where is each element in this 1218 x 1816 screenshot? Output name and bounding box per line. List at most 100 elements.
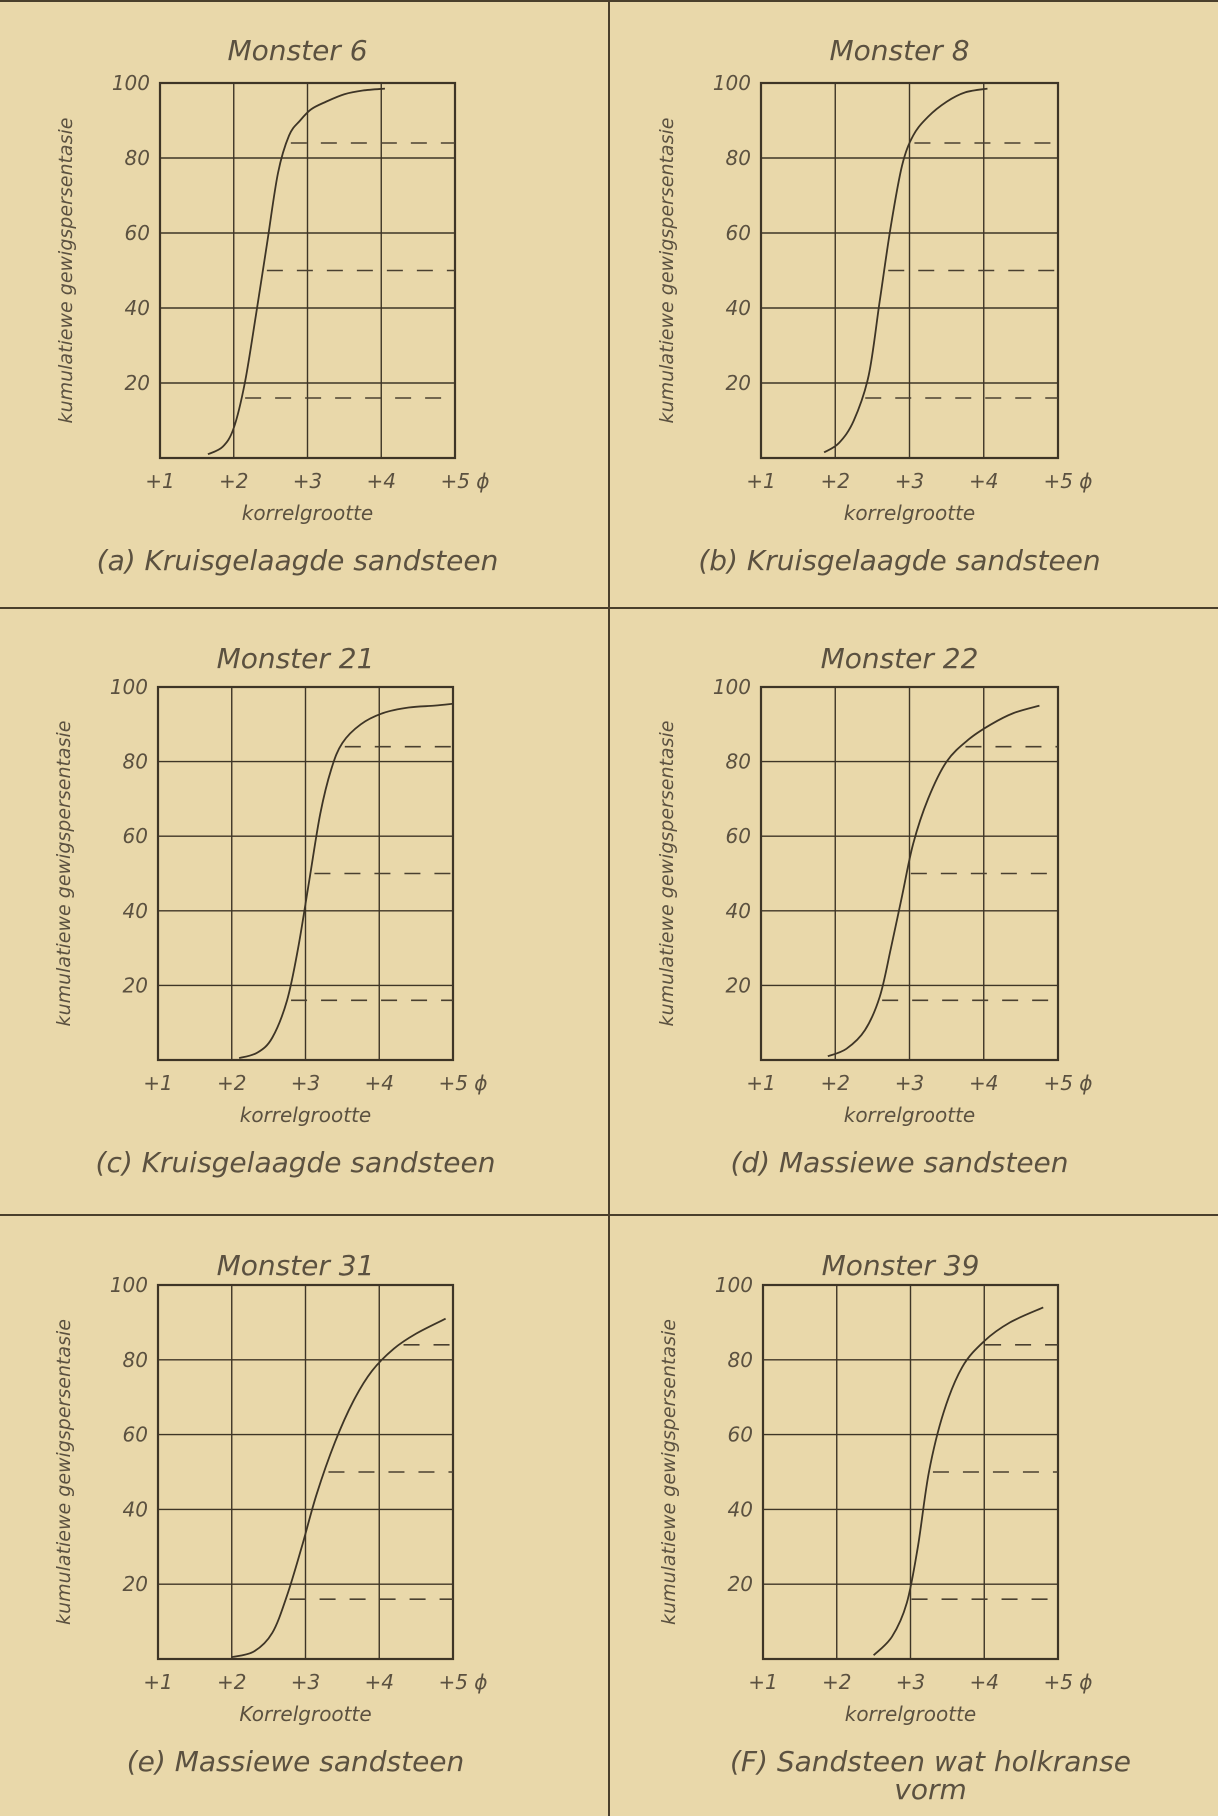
x-tick-label: +5 ϕ — [1043, 1071, 1092, 1095]
x-tick-label: +2 — [821, 469, 850, 493]
y-axis-label: kumulatiewe gewigspersentasie — [53, 721, 75, 1027]
x-tick-label: +4 — [365, 1071, 394, 1095]
x-tick-label: +2 — [821, 1071, 850, 1095]
x-tick-label: +3 — [293, 469, 322, 493]
y-tick-label: 80 — [123, 1348, 148, 1372]
x-axis-label: korrelgrootte — [240, 1103, 372, 1127]
chart-caption: (b) Kruisgelaagde sandsteen — [698, 544, 1100, 577]
x-tick-label: +2 — [219, 469, 248, 493]
chart-title: Monster 6 — [227, 34, 367, 67]
x-axis-label: korrelgrootte — [844, 501, 976, 525]
x-axis-label: korrelgrootte — [242, 501, 374, 525]
y-tick-label: 20 — [728, 1572, 753, 1596]
y-tick-label: 20 — [125, 371, 150, 395]
x-tick-label: +3 — [291, 1071, 320, 1095]
chart-panel-2: Monster 8 20 40 60 80 100 +1 +2 +3 +4 +5 ϕ korrelgr… — [656, 34, 1101, 577]
y-tick-label: 40 — [728, 1497, 753, 1521]
chart-caption: (e) Massiewe sandsteen — [127, 1745, 465, 1778]
x-tick-label: +1 — [746, 1071, 775, 1095]
cumulative-curve — [231, 1317, 447, 1659]
y-tick-label: 60 — [728, 1423, 753, 1447]
cumulative-curve — [238, 702, 454, 1060]
x-axis-label: Korrelgrootte — [239, 1702, 371, 1726]
chart-panel-4: Monster 22 20 40 60 80 100 +1 +2 +3 +4 +5 ϕ korrelg… — [656, 642, 1093, 1179]
x-tick-label: +2 — [217, 1670, 246, 1694]
x-tick-label: +4 — [365, 1670, 394, 1694]
chart-caption: (F) Sandsteen wat holkranse vorm — [730, 1745, 1131, 1806]
x-tick-label: +4 — [969, 469, 998, 493]
x-tick-label: +2 — [217, 1071, 246, 1095]
y-tick-label: 80 — [728, 1348, 753, 1372]
chart-caption: (d) Massiewe sandsteen — [730, 1146, 1068, 1179]
chart-title: Monster 8 — [829, 34, 969, 67]
x-tick-label: +4 — [969, 1071, 998, 1095]
plot-frame — [759, 81, 1060, 460]
y-axis-label: kumulatiewe gewigspersentasie — [658, 1319, 680, 1625]
chart-panel-6: Monster 39 20 40 60 80 100 +1 +2 +3 +4 +5 ϕ korrelg… — [658, 1249, 1131, 1806]
y-tick-label: 20 — [726, 371, 751, 395]
cumulative-curve — [207, 87, 386, 456]
y-tick-label: 20 — [123, 973, 148, 997]
y-axis-label: kumulatiewe gewigspersentasie — [53, 1319, 75, 1625]
x-tick-label: +3 — [895, 1071, 924, 1095]
y-tick-label: 60 — [726, 824, 751, 848]
x-tick-label: +4 — [367, 469, 396, 493]
x-tick-label: +5 ϕ — [440, 469, 489, 493]
cumulative-curve — [872, 1306, 1044, 1656]
plot-frame — [759, 685, 1060, 1062]
y-tick-label: 60 — [125, 221, 150, 245]
chart-panel-1: Monster 6 20 40 60 80 100 +1 +2 +3 +4 +5 ϕ korrelgr… — [55, 34, 498, 577]
x-tick-label: +3 — [291, 1670, 320, 1694]
y-axis-label: kumulatiewe gewigspersentasie — [656, 721, 678, 1027]
y-tick-label: 80 — [123, 750, 148, 774]
x-tick-label: +1 — [748, 1670, 777, 1694]
y-tick-label: 100 — [715, 1273, 753, 1297]
y-tick-label: 100 — [110, 1273, 148, 1297]
chart-title: Monster 31 — [217, 1249, 375, 1282]
plot-frame — [156, 685, 455, 1062]
chart-caption: (c) Kruisgelaagde sandsteen — [96, 1146, 496, 1179]
y-axis-label: kumulatiewe gewigspersentasie — [55, 118, 77, 424]
y-tick-label: 20 — [726, 973, 751, 997]
y-tick-label: 40 — [726, 899, 751, 923]
x-tick-label: +2 — [822, 1670, 851, 1694]
x-tick-label: +1 — [143, 1670, 172, 1694]
x-tick-label: +5 ϕ — [1043, 469, 1092, 493]
x-tick-label: +1 — [746, 469, 775, 493]
y-tick-label: 100 — [110, 675, 148, 699]
y-tick-label: 40 — [123, 899, 148, 923]
chart-title: Monster 21 — [217, 642, 375, 675]
x-tick-label: +1 — [143, 1071, 172, 1095]
x-tick-label: +5 ϕ — [438, 1670, 487, 1694]
x-tick-label: +3 — [896, 1670, 925, 1694]
x-tick-label: +4 — [970, 1670, 999, 1694]
y-tick-label: 40 — [125, 296, 150, 320]
chart-title: Monster 39 — [822, 1249, 980, 1282]
x-axis-label: korrelgrootte — [844, 1103, 976, 1127]
cumulative-curve — [823, 87, 988, 454]
cumulative-curve — [827, 704, 1040, 1058]
chart-title: Monster 22 — [821, 642, 979, 675]
y-tick-label: 60 — [123, 1423, 148, 1447]
y-axis-label: kumulatiewe gewigspersentasie — [656, 118, 678, 424]
y-tick-label: 100 — [713, 71, 751, 95]
y-tick-label: 100 — [112, 71, 150, 95]
y-tick-label: 40 — [123, 1497, 148, 1521]
y-tick-label: 60 — [123, 824, 148, 848]
y-tick-label: 100 — [713, 675, 751, 699]
y-tick-label: 40 — [726, 296, 751, 320]
y-tick-label: 20 — [123, 1572, 148, 1596]
chart-panel-3: Monster 21 20 40 60 80 100 +1 +2 +3 +4 +5 ϕ korrelg… — [53, 642, 495, 1179]
y-tick-label: 80 — [726, 750, 751, 774]
chart-panel-5: Monster 31 20 40 60 80 100 +1 +2 +3 +4 +5 ϕ Korrelg… — [53, 1249, 488, 1778]
y-tick-label: 80 — [726, 146, 751, 170]
x-tick-label: +5 ϕ — [438, 1071, 487, 1095]
x-tick-label: +3 — [895, 469, 924, 493]
chart-caption: (a) Kruisgelaagde sandsteen — [97, 544, 499, 577]
x-tick-label: +5 ϕ — [1043, 1670, 1092, 1694]
y-tick-label: 60 — [726, 221, 751, 245]
x-axis-label: korrelgrootte — [845, 1702, 977, 1726]
